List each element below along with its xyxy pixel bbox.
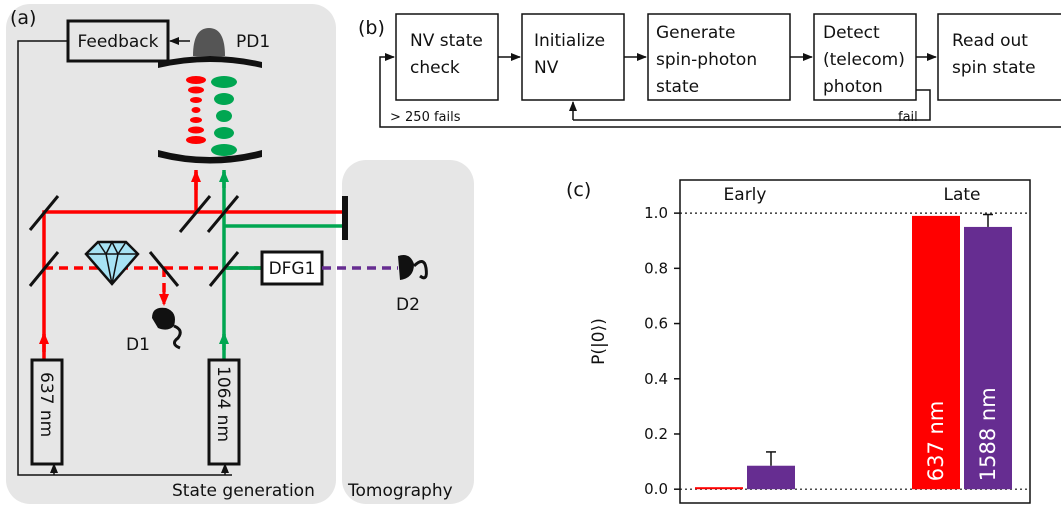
bar-chart: 0.0 0.2 0.4 0.6 0.8 1.0 P(|0⟩) Early Late 637 nm 1… bbox=[589, 179, 1031, 504]
d2-detector-icon bbox=[398, 255, 428, 280]
panel-c-letter: (c) bbox=[566, 179, 591, 201]
d2-label: D2 bbox=[396, 295, 420, 315]
step-2-line-2: NV bbox=[534, 58, 559, 78]
beam-splitters bbox=[28, 195, 240, 287]
flow-step-2: Initialize NV bbox=[521, 13, 625, 101]
state-generation-label: State generation bbox=[172, 481, 315, 501]
laser-1064-box bbox=[207, 358, 241, 466]
y-tick-label: 1.0 bbox=[644, 204, 668, 222]
y-tick-label: 0.8 bbox=[644, 259, 668, 277]
state-generation-panel bbox=[6, 4, 336, 504]
panel-a: (a) Feedback PD1 bbox=[6, 4, 474, 504]
step-4-line-3: photon bbox=[823, 77, 883, 97]
cavity-top-mirror bbox=[158, 56, 262, 68]
category-label: Early bbox=[724, 185, 767, 205]
fails-label: > 250 fails bbox=[390, 110, 461, 125]
laser-637-label: 637 nm bbox=[36, 372, 56, 437]
y-tick-label: 0.4 bbox=[644, 370, 668, 388]
d1-label: D1 bbox=[126, 335, 150, 355]
flow-step-3: Generate spin-photon state bbox=[647, 13, 791, 101]
feedback-wire bbox=[17, 40, 232, 476]
flow-step-1: NV state check bbox=[395, 13, 499, 101]
fail-loop bbox=[573, 89, 931, 121]
panel-a-letter: (a) bbox=[10, 7, 36, 29]
pd1-detector-icon bbox=[193, 28, 225, 56]
y-tick-label: 0.2 bbox=[644, 425, 668, 443]
green-cavity-mode bbox=[211, 76, 237, 156]
dfg1-label: DFG1 bbox=[269, 259, 316, 279]
panel-c: (c) 0.0 0.2 0.4 0.6 0.8 1.0 P(|0⟩) Early Late 637… bbox=[566, 179, 1031, 504]
step-5-line-1: Read out bbox=[952, 31, 1028, 51]
step-4-line-2: (telecom) bbox=[823, 50, 905, 70]
category-label: Late bbox=[943, 185, 980, 205]
panel-b: (b) NV state check Initialize NV Generat… bbox=[358, 13, 1061, 128]
diamond-icon bbox=[84, 240, 140, 286]
laser-637-box bbox=[30, 358, 64, 466]
d1-detector-icon bbox=[152, 307, 182, 350]
feedback-box bbox=[66, 19, 170, 63]
step-2-line-1: Initialize bbox=[534, 31, 605, 51]
step-4-line-1: Detect bbox=[823, 23, 880, 43]
bar-637-nm-early bbox=[695, 487, 743, 490]
step-3-line-3: state bbox=[656, 77, 699, 97]
tomography-label: Tomography bbox=[347, 481, 453, 501]
panel-b-letter: (b) bbox=[358, 17, 385, 39]
feedback-label: Feedback bbox=[78, 32, 159, 52]
fail-label: fail bbox=[898, 110, 918, 125]
step-3-line-2: spin-photon bbox=[656, 50, 757, 70]
step-1-line-1: NV state bbox=[410, 31, 483, 51]
y-tick-label: 0.6 bbox=[644, 315, 668, 333]
step-1-line-2: check bbox=[410, 58, 460, 78]
bar-series-label: 637 nm bbox=[924, 401, 948, 482]
outer-loop bbox=[379, 53, 1061, 128]
tomography-panel bbox=[342, 160, 474, 504]
cavity-bottom-mirror bbox=[158, 150, 262, 164]
bar-series-label: 1588 nm bbox=[976, 387, 1000, 481]
bar-1588-nm-late bbox=[964, 226, 1012, 490]
y-tick-label: 0.0 bbox=[644, 480, 668, 498]
step-3-line-1: Generate bbox=[656, 23, 735, 43]
bar-1588-nm-early bbox=[747, 465, 795, 490]
step-5-line-2: spin state bbox=[952, 58, 1036, 78]
plot-frame bbox=[679, 179, 1031, 504]
pd1-label: PD1 bbox=[236, 32, 270, 52]
dfg1-box bbox=[260, 250, 324, 286]
red-cavity-mode bbox=[186, 76, 206, 144]
flow-step-4: Detect (telecom) photon bbox=[813, 13, 917, 101]
y-axis-label: P(|0⟩) bbox=[589, 318, 609, 365]
laser-1064-label: 1064 nm bbox=[213, 366, 233, 442]
end-mirror bbox=[342, 196, 348, 240]
bar-637-nm-late bbox=[912, 215, 960, 490]
flow-step-5: Read out spin state bbox=[937, 13, 1061, 101]
